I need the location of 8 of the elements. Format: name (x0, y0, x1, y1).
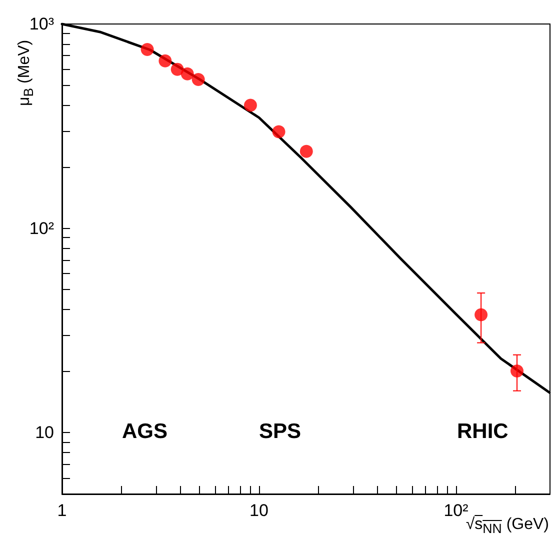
y-tick-label: 10³ (29, 14, 54, 34)
y-tick-label: 10² (29, 218, 54, 238)
x-tick-label: 10 (250, 501, 268, 520)
x-tick-label: 1 (57, 501, 67, 520)
y-tick-label: 10 (35, 423, 54, 442)
annotation: RHIC (457, 420, 508, 444)
annotation: AGS (122, 420, 168, 444)
annotation: SPS (259, 420, 302, 444)
